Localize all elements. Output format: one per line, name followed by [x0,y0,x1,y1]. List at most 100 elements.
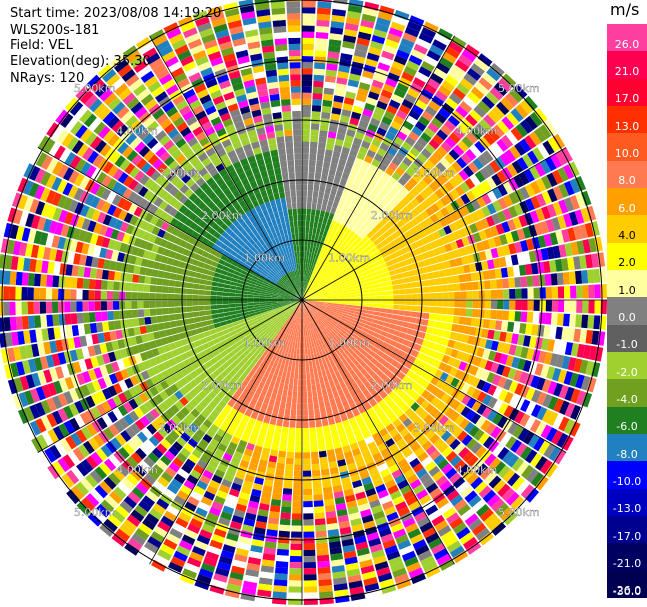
range-gate [435,307,443,314]
range-gate [248,286,255,290]
range-gate [338,330,345,337]
range-gate [338,464,348,473]
range-gate [438,362,447,372]
range-gate [478,230,488,241]
range-gate [348,376,356,385]
range-gate [416,376,425,386]
range-gate [368,192,377,201]
range-gate [253,292,260,296]
range-gate [302,62,313,69]
range-gate [186,474,199,485]
range-gate [47,327,55,341]
range-gate [240,336,248,344]
range-gate [47,428,59,444]
range-gate [229,571,244,581]
range-gate [143,473,157,485]
range-gate [260,347,267,355]
range-gate [464,344,473,354]
range-gate [320,263,326,270]
range-gate [313,303,320,307]
range-gate [486,177,497,190]
range-gate [187,496,200,507]
range-gate [100,499,115,514]
range-gate [302,19,315,26]
range-gate [231,333,239,340]
range-gate [230,281,238,287]
range-gate [427,357,436,366]
range-gate [570,300,577,313]
range-gate [41,260,49,274]
range-gate [289,308,294,314]
range-gate [235,350,244,358]
range-gate [325,143,335,151]
range-gate [375,422,386,432]
range-gate [367,123,378,133]
range-gate [461,118,474,131]
range-gate [248,283,256,288]
range-gate [406,60,420,72]
range-gate [328,125,338,133]
range-gate [316,318,322,325]
range-gate [29,329,37,343]
range-gate [543,120,557,136]
range-gate [85,255,93,267]
range-gate [228,488,240,498]
range-gate [461,334,470,344]
range-gate [436,553,452,566]
range-gate [345,319,353,325]
range-gate [356,37,370,47]
range-gate [289,562,302,569]
range-gate [223,432,233,442]
range-gate [496,278,503,289]
range-gate [235,503,247,513]
range-gate [295,336,299,343]
range-gate [337,459,347,467]
range-gate [320,462,329,470]
range-gate [539,220,550,234]
range-gate [87,369,97,381]
range-gate [267,311,275,315]
range-gate [15,301,22,316]
range-gate [287,314,293,321]
range-gate [63,420,75,435]
range-gate [215,326,223,333]
range-gate [192,294,199,300]
range-gate [307,295,314,299]
range-gate [338,368,345,376]
range-gate [449,438,461,451]
range-gate [521,288,528,299]
range-gate [336,132,346,141]
range-gate [260,309,268,314]
range-gate [261,323,268,329]
range-gate [388,99,401,110]
range-gate [461,352,471,363]
range-gate [165,567,181,579]
range-gate [545,286,553,299]
range-gate [329,331,335,338]
range-gate [103,259,111,270]
range-gate [160,454,172,466]
range-gate [339,152,349,161]
range-gate [312,304,319,309]
range-gate [378,94,391,105]
range-gate [345,91,356,100]
range-gate [308,409,315,416]
range-gate [336,402,344,411]
range-gate [57,236,66,250]
range-gate [585,254,594,269]
range-gate [329,240,336,247]
range-gate [241,524,254,533]
range-gate [152,464,164,476]
range-gate [402,490,415,501]
range-gate [388,443,399,453]
range-gate [310,215,315,222]
range-gate [469,109,483,123]
range-gate [410,402,420,412]
range-gate [464,513,479,526]
range-gate [332,435,340,444]
range-gate [317,339,322,346]
range-gate [127,491,141,504]
range-gate [307,296,314,299]
range-gate [23,330,31,344]
range-gate [341,280,348,285]
